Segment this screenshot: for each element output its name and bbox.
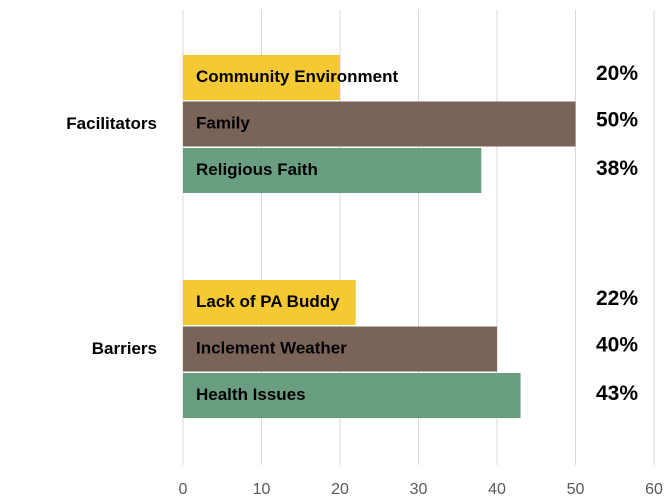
value-label: 22% <box>596 287 638 310</box>
x-tick-label: 20 <box>331 481 349 498</box>
bar-label: Family <box>196 113 250 132</box>
x-tick-label: 10 <box>253 481 271 498</box>
bar <box>183 373 521 418</box>
x-tick-label: 50 <box>567 481 585 498</box>
x-tick-label: 40 <box>488 481 506 498</box>
bar-label: Lack of PA Buddy <box>196 292 340 311</box>
x-tick-label: 60 <box>645 481 663 498</box>
value-label: 50% <box>596 109 638 132</box>
value-label: 20% <box>596 62 638 85</box>
x-tick-label: 30 <box>410 481 428 498</box>
bar-label: Inclement Weather <box>196 338 347 357</box>
value-label: 43% <box>596 382 638 405</box>
bar <box>183 326 497 372</box>
value-label: 40% <box>596 334 638 357</box>
group-label: Facilitators <box>66 114 157 133</box>
bar <box>183 55 340 100</box>
bar <box>183 280 356 325</box>
group-label: Barriers <box>92 339 157 358</box>
bar-label: Health Issues <box>196 385 306 404</box>
x-tick-label: 0 <box>179 481 188 498</box>
bar-label: Community Environment <box>196 67 398 86</box>
value-label: 38% <box>596 157 638 180</box>
bar <box>183 101 576 147</box>
bar-label: Religious Faith <box>196 160 318 179</box>
bar <box>183 148 482 193</box>
